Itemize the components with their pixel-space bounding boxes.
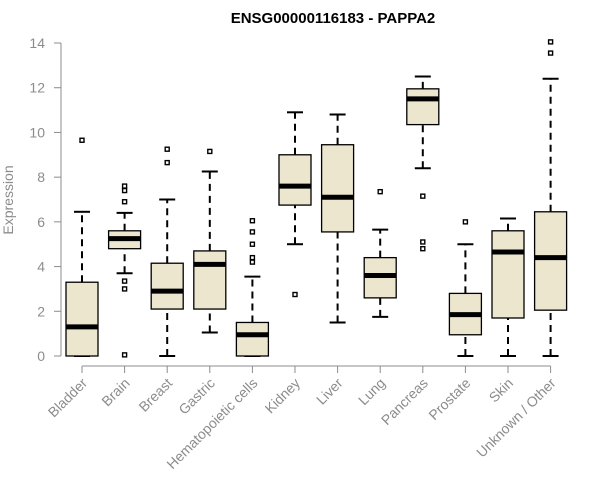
x-tick-label: Liver: [313, 375, 346, 408]
x-tick-label: Unknown / Other: [473, 375, 559, 461]
outlier-point: [249, 254, 256, 261]
y-tick-label: 4: [37, 259, 45, 275]
y-tick-label: 6: [37, 214, 45, 230]
box-iqr: [65, 281, 99, 357]
plot-area: [65, 39, 568, 358]
box-kidney: [278, 111, 312, 298]
box-skin: [491, 217, 525, 357]
outlier-point: [121, 187, 128, 194]
x-tick-label: Prostate: [425, 375, 473, 423]
outlier-point: [420, 193, 426, 199]
box-pancreas: [406, 75, 440, 252]
box-iqr: [533, 211, 568, 311]
y-tick-label: 14: [29, 35, 45, 51]
outlier-point: [292, 291, 298, 298]
outlier-point: [249, 229, 256, 235]
y-axis: 0 2 4 6 8 10 12 14: [29, 35, 62, 364]
x-tick-label: Pancreas: [378, 375, 431, 428]
outlier-point: [249, 241, 256, 247]
outlier-point: [249, 259, 256, 265]
y-tick-label: 12: [29, 80, 45, 96]
outlier-point: [207, 148, 213, 155]
outlier-point: [164, 146, 170, 152]
chart-title: ENSG00000116183 - PAPPA2: [231, 10, 436, 27]
outlier-point: [121, 278, 128, 284]
box-hematopoietic-cells: [235, 218, 270, 357]
y-axis-label: Expression: [0, 165, 16, 234]
outlier-point: [547, 50, 554, 56]
box-gastric: [193, 148, 227, 334]
box-iqr: [235, 321, 270, 357]
box-iqr: [491, 230, 525, 319]
x-tick-label: Gastric: [175, 375, 218, 418]
y-tick-label: 8: [37, 169, 45, 185]
box-breast: [150, 146, 184, 357]
box-prostate: [448, 219, 483, 357]
box-iqr: [406, 88, 440, 126]
y-tick-label: 10: [29, 124, 45, 140]
x-tick-label: Bladder: [45, 375, 91, 421]
outlier-point: [121, 286, 128, 292]
y-tick-label: 0: [37, 348, 45, 364]
box-brain: [107, 183, 142, 358]
box-iqr: [150, 262, 184, 310]
box-iqr: [193, 250, 227, 310]
box-iqr: [278, 154, 312, 206]
outlier-point: [249, 218, 256, 224]
outlier-point: [121, 183, 128, 189]
x-tick-label: Breast: [135, 375, 175, 415]
outlier-point: [420, 239, 426, 245]
outlier-point: [121, 199, 128, 205]
outlier-point: [420, 245, 426, 252]
outlier-point: [79, 137, 85, 143]
x-tick-label: Skin: [486, 375, 517, 406]
box-iqr: [320, 144, 355, 233]
box-unknown-other: [533, 39, 568, 357]
outlier-point: [547, 39, 554, 45]
box-lung: [363, 188, 397, 318]
x-tick-label: Lung: [355, 375, 388, 408]
x-tick-label: Kidney: [262, 375, 304, 417]
x-tick-label: Brain: [98, 375, 132, 409]
outlier-point: [462, 219, 469, 225]
outlier-point: [164, 159, 170, 166]
box-liver: [320, 113, 355, 324]
outlier-point: [121, 352, 128, 358]
y-tick-label: 2: [37, 303, 45, 319]
outlier-point: [377, 188, 383, 195]
box-bladder: [65, 137, 99, 357]
